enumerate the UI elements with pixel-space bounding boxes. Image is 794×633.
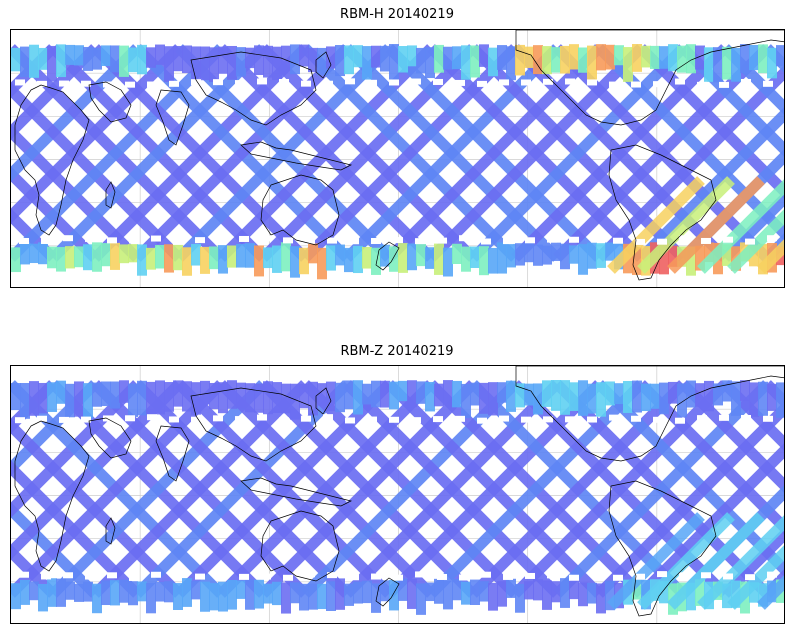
coastline-outline xyxy=(190,387,317,462)
band-gaps xyxy=(15,414,777,581)
coastline-outline xyxy=(155,425,190,482)
coastline-outline xyxy=(88,81,132,123)
coastline-outline xyxy=(375,241,400,271)
panel-title-rbm-h: RBM-H 20140219 xyxy=(340,7,454,22)
coastlines xyxy=(14,30,784,281)
north-radiation-band xyxy=(11,44,784,83)
south-atlantic-anomaly xyxy=(607,512,784,610)
coastline-outline xyxy=(105,517,116,545)
coastline-outline xyxy=(88,417,132,459)
coastline-outline xyxy=(240,477,353,507)
south-atlantic-anomaly xyxy=(607,176,784,274)
coastlines xyxy=(14,366,784,617)
map-canvas-rbm-h xyxy=(11,30,784,287)
coastline-outline xyxy=(240,141,353,171)
coastline-outline xyxy=(260,174,340,246)
coastline-outline xyxy=(515,30,784,126)
coastline-outline xyxy=(14,84,90,236)
map-panel-rbm-z xyxy=(10,365,785,624)
coastline-outline xyxy=(190,51,317,126)
band-gaps xyxy=(15,78,777,245)
coastline-outline xyxy=(608,480,717,617)
coastline-outline xyxy=(105,181,116,209)
panel-title-rbm-z: RBM-Z 20140219 xyxy=(340,344,454,359)
coastline-outline xyxy=(608,144,717,281)
coastline-outline xyxy=(315,51,332,79)
coastline-outline xyxy=(260,510,340,582)
coastline-outline xyxy=(155,89,190,146)
coastline-outline xyxy=(14,420,90,572)
north-radiation-band xyxy=(11,380,784,420)
coastline-outline xyxy=(315,387,332,415)
coastline-outline xyxy=(515,366,784,462)
map-canvas-rbm-z xyxy=(11,366,784,623)
coastline-outline xyxy=(375,577,400,607)
map-panel-rbm-h xyxy=(10,29,785,288)
